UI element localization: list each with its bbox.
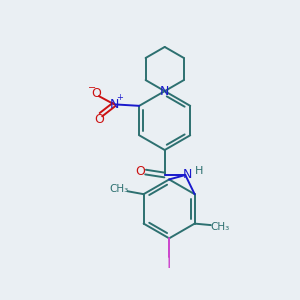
Text: O: O: [135, 165, 145, 178]
Text: I: I: [167, 256, 171, 271]
Text: O: O: [92, 87, 101, 100]
Text: CH₃: CH₃: [210, 222, 229, 232]
Text: O: O: [94, 112, 104, 126]
Text: +: +: [116, 93, 123, 102]
Text: N: N: [159, 85, 169, 98]
Text: H: H: [195, 166, 204, 176]
Text: CH₃: CH₃: [110, 184, 129, 194]
Text: N: N: [183, 168, 192, 181]
Text: N: N: [110, 98, 119, 111]
Text: −: −: [88, 83, 97, 93]
